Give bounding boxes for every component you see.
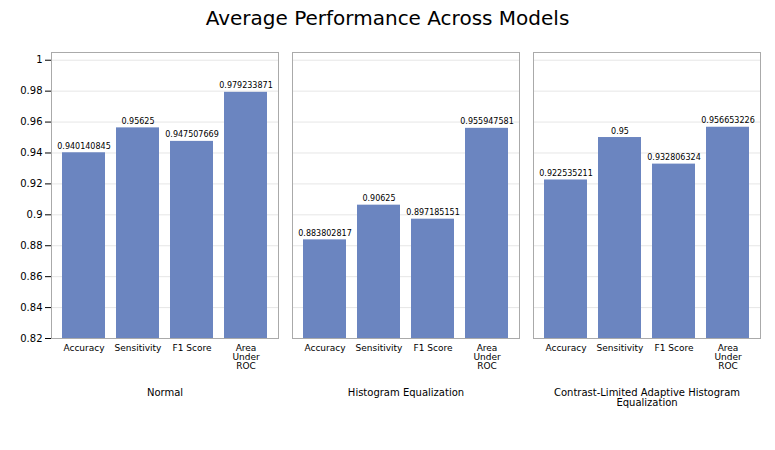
svg-text:0.95: 0.95 bbox=[611, 127, 629, 136]
svg-text:0.883802817: 0.883802817 bbox=[298, 229, 351, 238]
svg-text:Sensitivity: Sensitivity bbox=[115, 343, 163, 353]
svg-text:Accuracy: Accuracy bbox=[545, 343, 587, 353]
svg-text:Sensitivity: Sensitivity bbox=[356, 343, 404, 353]
svg-text:0.82: 0.82 bbox=[20, 333, 42, 344]
svg-text:0.94: 0.94 bbox=[20, 147, 42, 158]
svg-text:F1 Score: F1 Score bbox=[173, 343, 212, 353]
svg-text:Sensitivity: Sensitivity bbox=[597, 343, 645, 353]
svg-text:F1 Score: F1 Score bbox=[414, 343, 453, 353]
svg-text:AreaUnderROC: AreaUnderROC bbox=[232, 343, 260, 371]
svg-text:0.897185151: 0.897185151 bbox=[406, 208, 459, 217]
svg-text:Histogram Equalization: Histogram Equalization bbox=[348, 387, 464, 398]
svg-text:Contrast-Limited Adaptive Hist: Contrast-Limited Adaptive HistogramEqual… bbox=[554, 387, 740, 408]
html-text:Average Performance Across Mod: Average Performance Across Models bbox=[205, 6, 570, 30]
svg-text:0.88: 0.88 bbox=[20, 240, 42, 251]
svg-text:0.940140845: 0.940140845 bbox=[57, 142, 110, 151]
svg-text:0.90625: 0.90625 bbox=[362, 194, 395, 203]
svg-text:Accuracy: Accuracy bbox=[304, 343, 346, 353]
svg-text:AreaUnderROC: AreaUnderROC bbox=[473, 343, 501, 371]
svg-text:Normal: Normal bbox=[147, 387, 183, 398]
svg-text:Accuracy: Accuracy bbox=[63, 343, 105, 353]
svg-text:0.86: 0.86 bbox=[20, 271, 42, 282]
svg-text:AreaUnderROC: AreaUnderROC bbox=[714, 343, 742, 371]
svg-text:0.95625: 0.95625 bbox=[121, 117, 154, 126]
svg-text:F1 Score: F1 Score bbox=[655, 343, 694, 353]
svg-text:0.955947581: 0.955947581 bbox=[460, 117, 513, 126]
svg-text:0.96: 0.96 bbox=[20, 116, 42, 127]
svg-text:0.84: 0.84 bbox=[20, 302, 42, 313]
svg-text:0.92: 0.92 bbox=[20, 178, 42, 189]
svg-text:0.98: 0.98 bbox=[20, 85, 42, 96]
svg-text:1: 1 bbox=[36, 54, 42, 65]
svg-text:0.979233871: 0.979233871 bbox=[219, 81, 272, 90]
svg-text:0.9: 0.9 bbox=[27, 209, 43, 220]
svg-text:0.922535211: 0.922535211 bbox=[539, 169, 592, 178]
svg-text:0.932806324: 0.932806324 bbox=[647, 153, 700, 162]
svg-text:0.947507669: 0.947507669 bbox=[165, 130, 218, 139]
svg-text:0.956653226: 0.956653226 bbox=[701, 116, 754, 125]
